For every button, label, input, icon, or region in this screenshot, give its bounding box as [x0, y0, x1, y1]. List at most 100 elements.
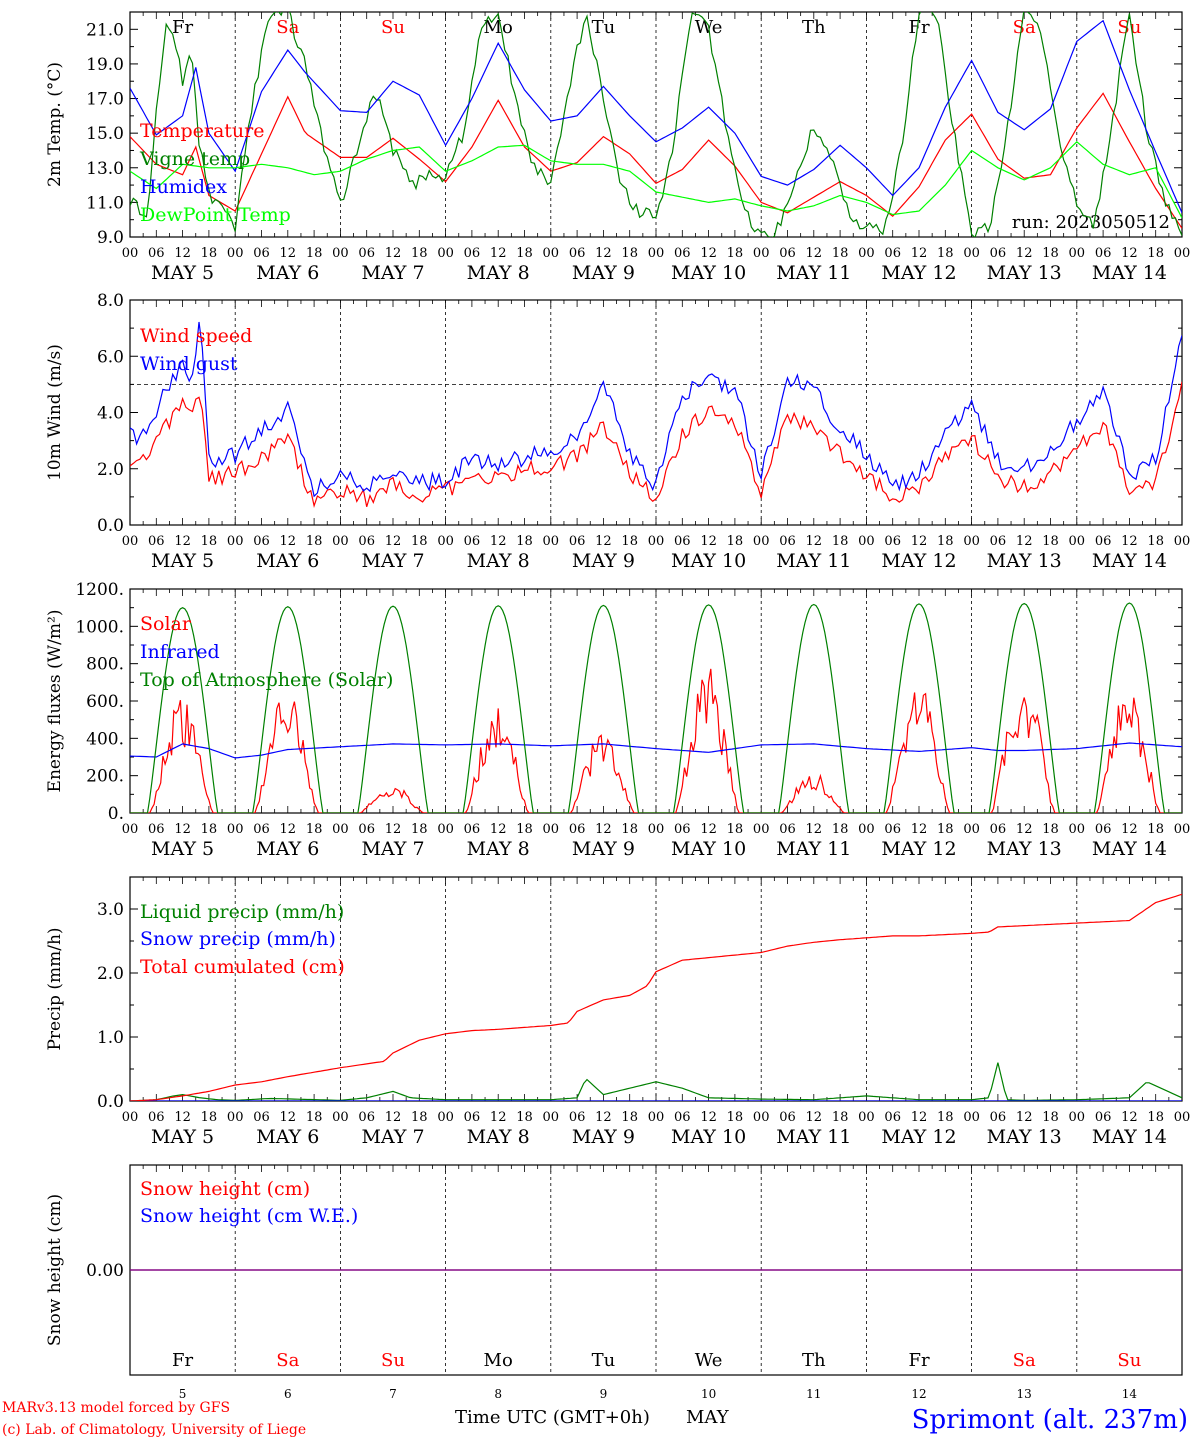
hour-label: 06 — [990, 1110, 1007, 1125]
hour-label: 18 — [1147, 822, 1164, 837]
date-label: MAY 6 — [256, 262, 319, 284]
hour-label: 18 — [201, 1110, 218, 1125]
hour-label: 18 — [1042, 1110, 1059, 1125]
weekday-label: Su — [381, 17, 405, 38]
weekday-label: Th — [802, 1350, 826, 1371]
series-line — [130, 668, 1182, 813]
hour-label: 00 — [858, 534, 875, 549]
hour-label: 06 — [464, 1110, 481, 1125]
hour-label: 00 — [963, 822, 980, 837]
hour-label: 00 — [1174, 822, 1191, 837]
hour-label: 06 — [253, 534, 270, 549]
y-tick-label: 4.0 — [97, 404, 124, 424]
hour-label: 06 — [358, 246, 375, 261]
date-label: MAY 7 — [361, 262, 424, 284]
hour-label: 00 — [122, 822, 139, 837]
month-label: MAY — [686, 1407, 730, 1428]
hour-label: 06 — [358, 822, 375, 837]
y-axis-label: Energy fluxes (W/m²) — [45, 610, 65, 793]
hour-label: 00 — [1069, 246, 1086, 261]
hour-label: 12 — [806, 822, 823, 837]
hour-label: 00 — [753, 822, 770, 837]
date-label: MAY 8 — [467, 1126, 530, 1148]
hour-label: 06 — [990, 822, 1007, 837]
hour-label: 06 — [1095, 246, 1112, 261]
hour-label: 12 — [490, 1110, 507, 1125]
date-label: MAY 10 — [671, 262, 746, 284]
date-label: MAY 8 — [467, 838, 530, 860]
date-label: MAY 10 — [671, 550, 746, 572]
hour-label: 00 — [227, 246, 244, 261]
hour-label: 18 — [1042, 246, 1059, 261]
hour-label: 18 — [1147, 246, 1164, 261]
hour-label: 06 — [1095, 534, 1112, 549]
series-line — [130, 742, 1182, 759]
legend-label: Top of Atmosphere (Solar) — [140, 669, 393, 691]
hour-label: 12 — [911, 246, 928, 261]
series-line — [130, 602, 1182, 813]
hour-label: 00 — [332, 534, 349, 549]
hour-label: 06 — [148, 246, 165, 261]
y-tick-label: 3.0 — [97, 900, 124, 920]
hour-label: 00 — [332, 822, 349, 837]
hour-label: 00 — [1069, 1110, 1086, 1125]
hour-label: 12 — [385, 822, 402, 837]
hour-label: 18 — [727, 246, 744, 261]
weekday-label: Sa — [276, 17, 299, 38]
weekday-label: We — [695, 1350, 723, 1371]
hour-label: 06 — [569, 822, 586, 837]
hour-label: 18 — [832, 534, 849, 549]
date-label: MAY 10 — [671, 838, 746, 860]
y-tick-label: 1.0 — [97, 1028, 124, 1048]
date-label: MAY 5 — [151, 1126, 214, 1148]
day-number-label: 10 — [701, 1387, 716, 1401]
y-tick-label: 11.0 — [86, 193, 124, 213]
hour-label: 12 — [1016, 822, 1033, 837]
date-label: MAY 12 — [881, 1126, 956, 1148]
y-tick-label: 2.0 — [97, 460, 124, 480]
weekday-label: Fr — [908, 17, 929, 38]
hour-label: 06 — [569, 246, 586, 261]
hour-label: 06 — [674, 1110, 691, 1125]
series-line — [130, 12, 1182, 237]
hour-label: 00 — [227, 822, 244, 837]
hour-label: 00 — [1069, 822, 1086, 837]
weekday-label: Mo — [484, 1350, 513, 1371]
y-axis-label: Snow height (cm) — [45, 1194, 65, 1346]
weekday-label: Sa — [276, 1350, 299, 1371]
y-tick-label: 400. — [86, 729, 124, 749]
hour-label: 06 — [253, 822, 270, 837]
hour-label: 12 — [1016, 1110, 1033, 1125]
hour-label: 06 — [148, 822, 165, 837]
hour-label: 00 — [437, 534, 454, 549]
date-label: MAY 12 — [881, 550, 956, 572]
hour-label: 18 — [937, 246, 954, 261]
hour-label: 06 — [990, 534, 1007, 549]
hour-label: 12 — [280, 1110, 297, 1125]
date-label: MAY 14 — [1092, 550, 1167, 572]
y-axis-label: 10m Wind (m/s) — [45, 344, 65, 481]
hour-label: 00 — [648, 822, 665, 837]
hour-label: 12 — [1121, 246, 1138, 261]
y-tick-label: 2.0 — [97, 964, 124, 984]
hour-label: 12 — [385, 1110, 402, 1125]
hour-label: 06 — [674, 534, 691, 549]
hour-label: 00 — [332, 1110, 349, 1125]
hour-label: 00 — [1174, 246, 1191, 261]
hour-label: 00 — [963, 1110, 980, 1125]
y-tick-label: 9.0 — [97, 228, 124, 248]
hour-label: 18 — [411, 534, 428, 549]
legend-label: Liquid precip (mm/h) — [140, 901, 344, 923]
hour-label: 06 — [779, 1110, 796, 1125]
day-number-label: 14 — [1122, 1387, 1138, 1401]
hour-label: 12 — [1016, 534, 1033, 549]
plot-frame — [129, 588, 1183, 814]
series-line — [130, 19, 1182, 214]
date-label: MAY 9 — [572, 262, 635, 284]
hour-label: 12 — [174, 534, 191, 549]
y-tick-label: 13.0 — [86, 159, 124, 179]
hour-label: 12 — [280, 822, 297, 837]
weekday-label: Su — [1117, 1350, 1141, 1371]
legend-label: Solar — [140, 613, 192, 635]
